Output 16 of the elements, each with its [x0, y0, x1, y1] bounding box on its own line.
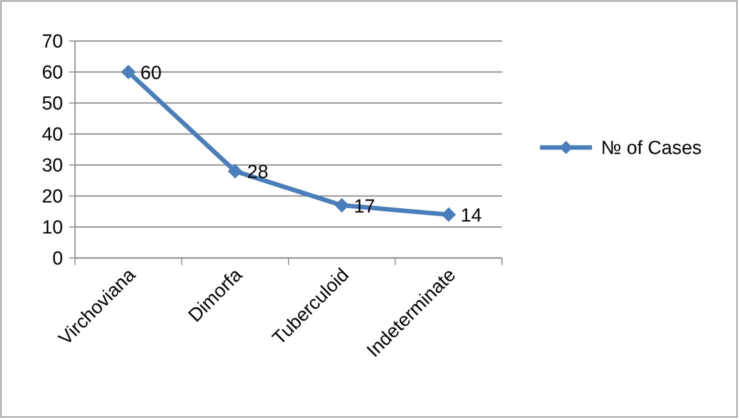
data-label: 14 — [460, 206, 482, 227]
y-tick-label: 60 — [42, 62, 63, 84]
data-label: 60 — [140, 63, 162, 84]
legend-label: № of Cases — [601, 138, 702, 160]
y-tick-label: 40 — [42, 124, 63, 146]
y-tick-label: 70 — [42, 32, 63, 53]
point — [334, 198, 349, 212]
y-tick-label: 10 — [42, 218, 63, 239]
point — [442, 208, 456, 222]
point — [228, 164, 242, 178]
y-tick-label: 0 — [52, 248, 63, 270]
data-label: 17 — [354, 196, 376, 218]
y-tick-label: 30 — [42, 156, 63, 177]
point — [121, 64, 136, 80]
y-tick-label: 50 — [42, 94, 63, 115]
y-tick-label: 20 — [42, 186, 63, 208]
